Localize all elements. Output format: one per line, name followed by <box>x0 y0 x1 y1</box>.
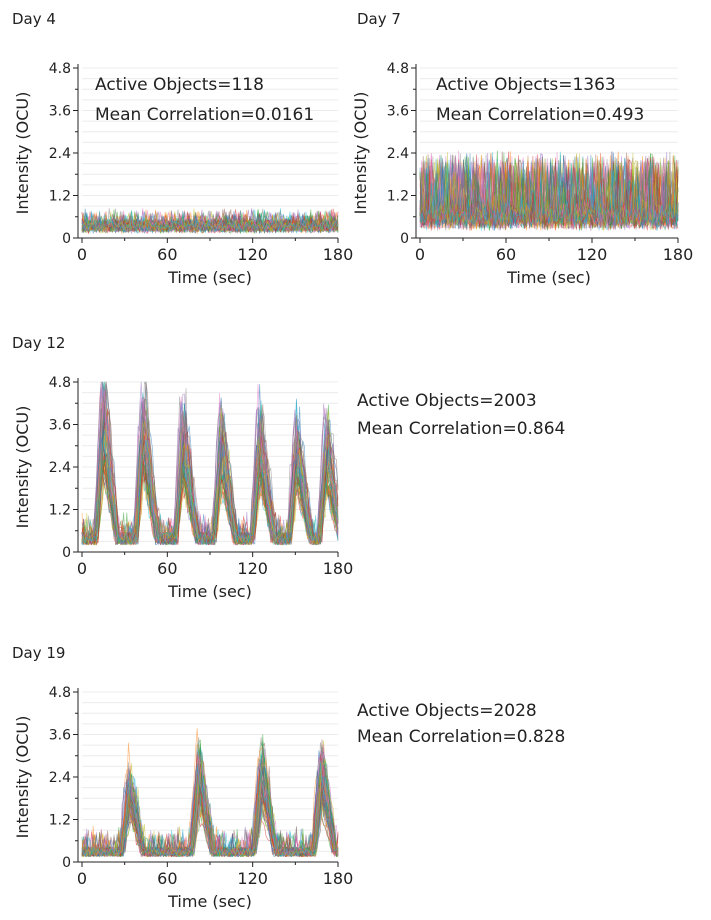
x-axis-label: Time (sec) <box>167 582 252 601</box>
y-tick-label: 4.8 <box>387 61 409 77</box>
trace-group <box>419 150 679 232</box>
y-axis-label: Intensity (OCU) <box>13 406 32 529</box>
trace-line <box>81 420 339 546</box>
y-tick-label: 2.4 <box>387 146 409 162</box>
x-tick-label: 180 <box>323 245 354 264</box>
chart-panel-2: Day 7 0 1.2 2.4 3.6 4.8 0 60 120 180 Time (sec) Int… <box>351 10 693 287</box>
y-tick-label: 3.6 <box>49 104 71 120</box>
y-tick-label: 4.8 <box>49 685 71 701</box>
y-tick-label: 0 <box>62 855 71 871</box>
trace-line <box>419 152 679 231</box>
trace-line <box>81 757 339 857</box>
chart-title: Day 4 <box>12 10 56 28</box>
x-tick-label: 120 <box>577 245 608 264</box>
x-tick-label: 180 <box>323 559 354 578</box>
x-tick-label: 0 <box>77 559 87 578</box>
x-tick-label: 0 <box>415 245 425 264</box>
mean-correlation-annotation: Mean Correlation=0.864 <box>357 419 565 439</box>
y-axis-label: Intensity (OCU) <box>13 716 32 839</box>
x-tick-label: 180 <box>323 869 354 888</box>
active-objects-annotation: Active Objects=2028 <box>357 701 537 721</box>
x-tick-label: 60 <box>157 245 177 264</box>
mean-correlation-annotation: Mean Correlation=0.828 <box>357 727 565 747</box>
y-tick-label: 3.6 <box>387 104 409 120</box>
chart-panel-3: Day 12 0 1.2 2.4 3.6 4.8 0 60 120 180 Time (sec) In… <box>12 334 565 601</box>
y-tick-label: 3.6 <box>49 418 71 434</box>
x-tick-label: 60 <box>157 869 177 888</box>
active-objects-annotation: Active Objects=1363 <box>436 75 616 95</box>
chart-panel-4: Day 19 0 1.2 2.4 3.6 4.8 0 60 120 180 Time (sec) In… <box>12 644 565 911</box>
x-tick-label: 120 <box>237 869 268 888</box>
trace-line <box>81 211 339 234</box>
active-objects-annotation: Active Objects=118 <box>95 75 264 95</box>
x-tick-label: 120 <box>237 559 268 578</box>
y-tick-label: 1.2 <box>49 189 71 205</box>
y-tick-label: 2.4 <box>49 146 71 162</box>
active-objects-annotation: Active Objects=2003 <box>357 391 537 411</box>
x-tick-label: 60 <box>496 245 516 264</box>
trace-group <box>81 728 339 858</box>
x-tick-label: 120 <box>237 245 268 264</box>
x-axis-label: Time (sec) <box>167 892 252 911</box>
y-tick-label: 4.8 <box>49 61 71 77</box>
x-axis-label: Time (sec) <box>506 268 591 287</box>
y-tick-label: 2.4 <box>49 460 71 476</box>
y-axis-label: Intensity (OCU) <box>13 92 32 215</box>
mean-correlation-annotation: Mean Correlation=0.0161 <box>95 105 314 125</box>
trace-group <box>81 381 339 546</box>
x-axis-label: Time (sec) <box>167 268 252 287</box>
x-tick-label: 0 <box>77 245 87 264</box>
y-tick-label: 2.4 <box>49 770 71 786</box>
chart-title: Day 19 <box>12 644 65 662</box>
trace-line <box>419 158 679 228</box>
trace-line <box>419 153 679 231</box>
y-tick-label: 4.8 <box>49 375 71 391</box>
chart-title: Day 12 <box>12 334 65 352</box>
trace-group <box>81 208 339 234</box>
y-tick-label: 1.2 <box>49 813 71 829</box>
chart-panel-1: Day 4 0 1.2 2.4 3.6 4.8 0 60 120 180 Time (sec) Int… <box>12 10 353 287</box>
y-tick-label: 0 <box>400 231 409 247</box>
mean-correlation-annotation: Mean Correlation=0.493 <box>436 105 644 125</box>
y-tick-label: 0 <box>62 545 71 561</box>
y-tick-label: 1.2 <box>49 503 71 519</box>
x-tick-label: 180 <box>663 245 694 264</box>
y-tick-label: 3.6 <box>49 728 71 744</box>
trace-line <box>419 159 679 229</box>
y-tick-label: 0 <box>62 231 71 247</box>
y-axis-label: Intensity (OCU) <box>351 92 370 215</box>
trace-line <box>81 430 339 546</box>
trace-line <box>81 751 339 857</box>
x-tick-label: 60 <box>157 559 177 578</box>
trace-line <box>81 381 339 546</box>
trace-line <box>81 210 339 234</box>
y-tick-label: 1.2 <box>387 189 409 205</box>
chart-title: Day 7 <box>357 10 401 28</box>
x-tick-label: 0 <box>77 869 87 888</box>
trace-line <box>419 157 679 228</box>
trace-line <box>81 761 339 857</box>
trace-line <box>81 755 339 858</box>
